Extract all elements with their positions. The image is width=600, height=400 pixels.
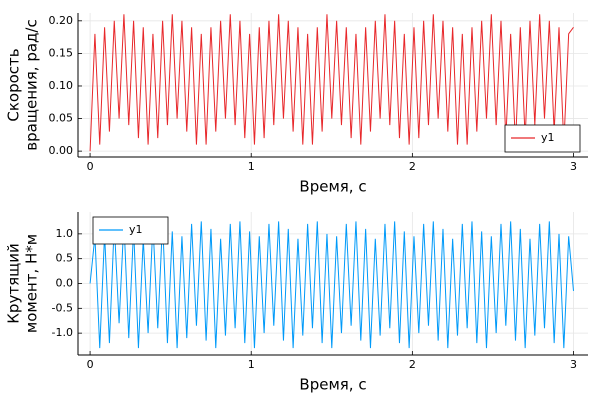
y-tick-label: -1.0 [52, 326, 73, 339]
y-tick-label: 0.0 [56, 277, 74, 290]
y-axis-label: Крутящий [5, 243, 23, 323]
data-line [89, 14, 574, 152]
y-tick-label: 0.00 [49, 144, 74, 157]
x-tick-label: 0 [87, 160, 94, 173]
x-tick-label: 1 [248, 358, 255, 371]
y-tick-label: 0.05 [49, 112, 74, 125]
x-tick-label: 2 [409, 358, 416, 371]
y-tick-label: -0.5 [52, 301, 73, 314]
y-axis-label: момент, Н*м [23, 234, 41, 333]
y-tick-label: 1.0 [56, 227, 74, 240]
x-tick-label: 2 [409, 160, 416, 173]
y-axis-label: Скорость [5, 48, 23, 121]
x-axis-label: Время, с [299, 376, 366, 394]
x-axis-label: Время, с [299, 178, 366, 196]
data-line [89, 221, 574, 349]
x-tick-label: 1 [248, 160, 255, 173]
y-tick-label: 0.20 [49, 14, 74, 27]
legend-label: y1 [541, 131, 555, 144]
x-tick-label: 3 [570, 160, 577, 173]
y-tick-label: 0.15 [49, 46, 74, 59]
y-axis-label: вращения, рад/с [23, 19, 41, 150]
legend-label: y1 [129, 223, 143, 236]
x-tick-label: 0 [87, 358, 94, 371]
x-tick-label: 3 [570, 358, 577, 371]
y-tick-label: 0.5 [56, 252, 74, 265]
y-tick-label: 0.10 [49, 79, 74, 92]
